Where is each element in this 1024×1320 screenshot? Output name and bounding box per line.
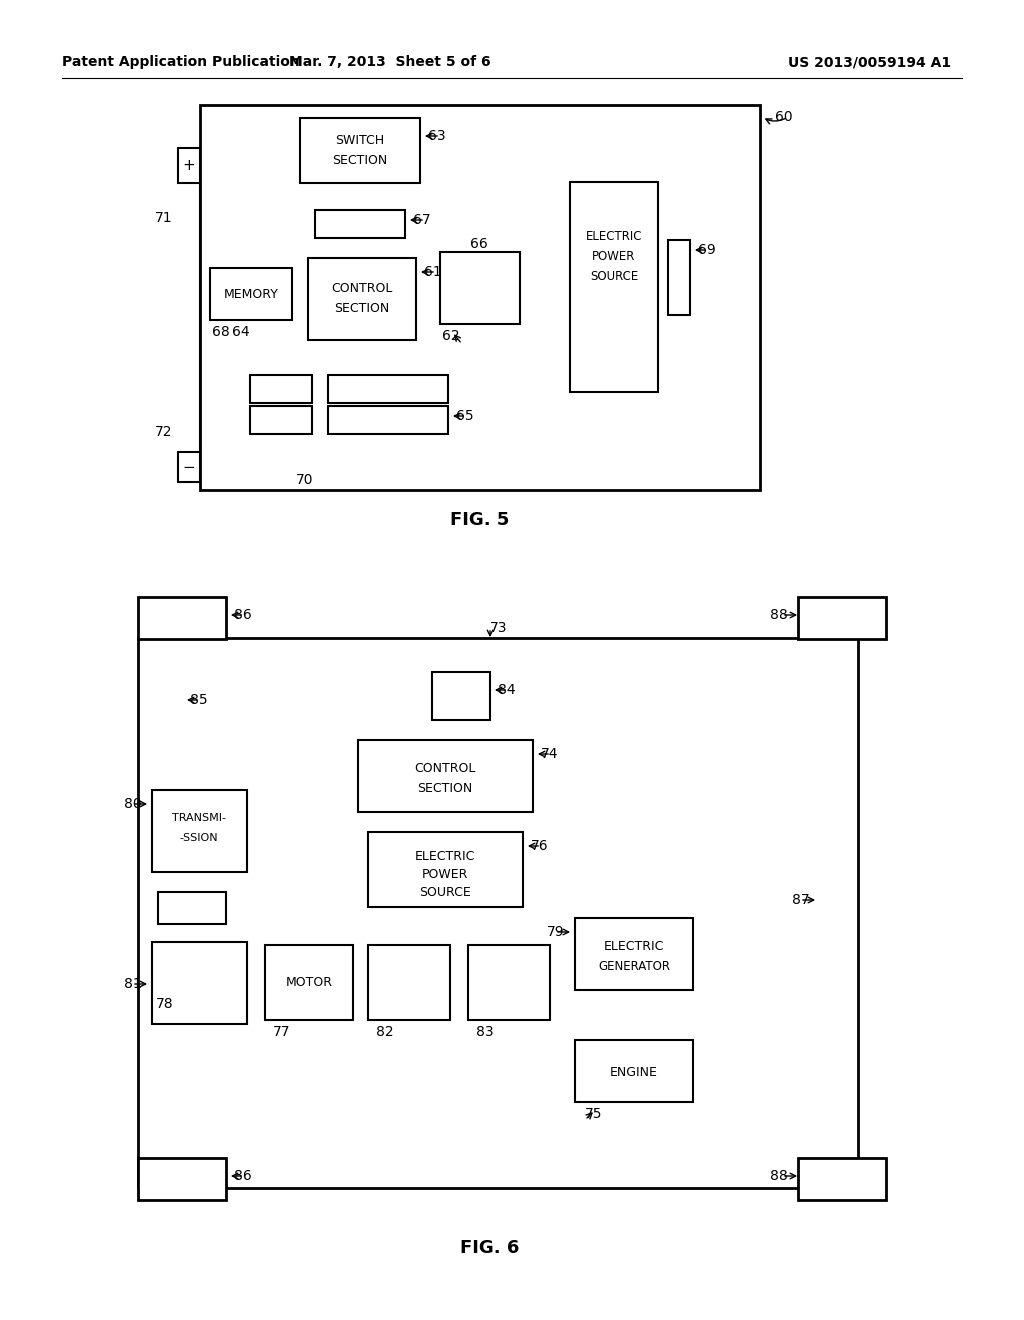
Bar <box>468 945 550 1020</box>
Bar <box>668 240 690 315</box>
Text: 71: 71 <box>155 211 173 224</box>
Text: 74: 74 <box>541 747 558 762</box>
Text: 73: 73 <box>490 620 508 635</box>
Text: 63: 63 <box>428 129 445 143</box>
Text: 65: 65 <box>456 409 474 422</box>
Text: 67: 67 <box>413 213 431 227</box>
Bar <box>138 597 226 639</box>
Bar <box>265 945 353 1020</box>
Text: 88: 88 <box>770 609 787 622</box>
Text: 86: 86 <box>234 1170 252 1183</box>
Text: 68: 68 <box>212 325 229 339</box>
Text: ENGINE: ENGINE <box>610 1065 658 1078</box>
Text: MOTOR: MOTOR <box>286 977 333 990</box>
Text: TRANSMI-: TRANSMI- <box>172 813 226 822</box>
Text: SECTION: SECTION <box>335 301 389 314</box>
Text: Patent Application Publication: Patent Application Publication <box>62 55 300 69</box>
Bar <box>432 672 490 719</box>
Text: 87: 87 <box>792 894 810 907</box>
Text: 80: 80 <box>124 797 141 810</box>
Bar <box>200 106 760 490</box>
Bar <box>152 789 247 873</box>
Bar <box>368 832 523 907</box>
Bar <box>250 407 312 434</box>
Text: 70: 70 <box>296 473 313 487</box>
Text: 76: 76 <box>531 840 549 853</box>
Bar <box>575 917 693 990</box>
Text: 84: 84 <box>498 682 516 697</box>
Bar <box>440 252 520 323</box>
Bar <box>178 451 200 482</box>
Bar <box>308 257 416 341</box>
Text: SWITCH: SWITCH <box>336 133 385 147</box>
Text: ELECTRIC: ELECTRIC <box>415 850 475 863</box>
Text: 77: 77 <box>273 1026 291 1039</box>
Text: SECTION: SECTION <box>333 153 388 166</box>
Bar <box>152 942 247 1024</box>
Text: 69: 69 <box>698 243 716 257</box>
Bar <box>210 268 292 319</box>
Text: MEMORY: MEMORY <box>223 288 279 301</box>
Bar <box>328 375 449 403</box>
Text: US 2013/0059194 A1: US 2013/0059194 A1 <box>788 55 951 69</box>
Bar <box>798 597 886 639</box>
Bar <box>328 407 449 434</box>
Text: ELECTRIC: ELECTRIC <box>586 231 642 243</box>
Text: FIG. 6: FIG. 6 <box>461 1239 520 1257</box>
Text: 64: 64 <box>232 325 250 339</box>
Text: CONTROL: CONTROL <box>415 762 476 775</box>
Text: 88: 88 <box>770 1170 787 1183</box>
Text: 79: 79 <box>547 925 564 939</box>
Text: 81: 81 <box>124 977 141 991</box>
Bar <box>300 117 420 183</box>
Text: SECTION: SECTION <box>418 781 473 795</box>
Text: −: − <box>182 459 195 474</box>
Text: CONTROL: CONTROL <box>332 281 392 294</box>
Text: 86: 86 <box>234 609 252 622</box>
Text: 83: 83 <box>476 1026 494 1039</box>
Text: 66: 66 <box>470 238 487 251</box>
Text: Mar. 7, 2013  Sheet 5 of 6: Mar. 7, 2013 Sheet 5 of 6 <box>289 55 490 69</box>
Text: POWER: POWER <box>422 869 468 882</box>
Text: +: + <box>182 157 195 173</box>
Text: SOURCE: SOURCE <box>590 271 638 284</box>
Text: 60: 60 <box>775 110 793 124</box>
Bar <box>138 638 858 1188</box>
Text: 82: 82 <box>376 1026 393 1039</box>
Bar <box>178 148 200 183</box>
Text: POWER: POWER <box>592 251 636 264</box>
Text: SOURCE: SOURCE <box>419 887 471 899</box>
Text: 72: 72 <box>155 425 172 440</box>
Bar <box>570 182 658 392</box>
Bar <box>575 1040 693 1102</box>
Bar <box>138 1158 226 1200</box>
Bar <box>158 892 226 924</box>
Text: GENERATOR: GENERATOR <box>598 960 670 973</box>
Bar <box>250 375 312 403</box>
Text: ELECTRIC: ELECTRIC <box>604 940 665 953</box>
Bar <box>368 945 450 1020</box>
Text: FIG. 5: FIG. 5 <box>451 511 510 529</box>
Bar <box>315 210 406 238</box>
Bar <box>358 741 534 812</box>
Bar <box>798 1158 886 1200</box>
Text: 75: 75 <box>585 1107 602 1121</box>
Text: -SSION: -SSION <box>179 833 218 843</box>
Text: 78: 78 <box>156 997 174 1011</box>
Text: 61: 61 <box>424 265 441 279</box>
Text: 85: 85 <box>190 693 208 708</box>
Text: 62: 62 <box>442 329 460 343</box>
